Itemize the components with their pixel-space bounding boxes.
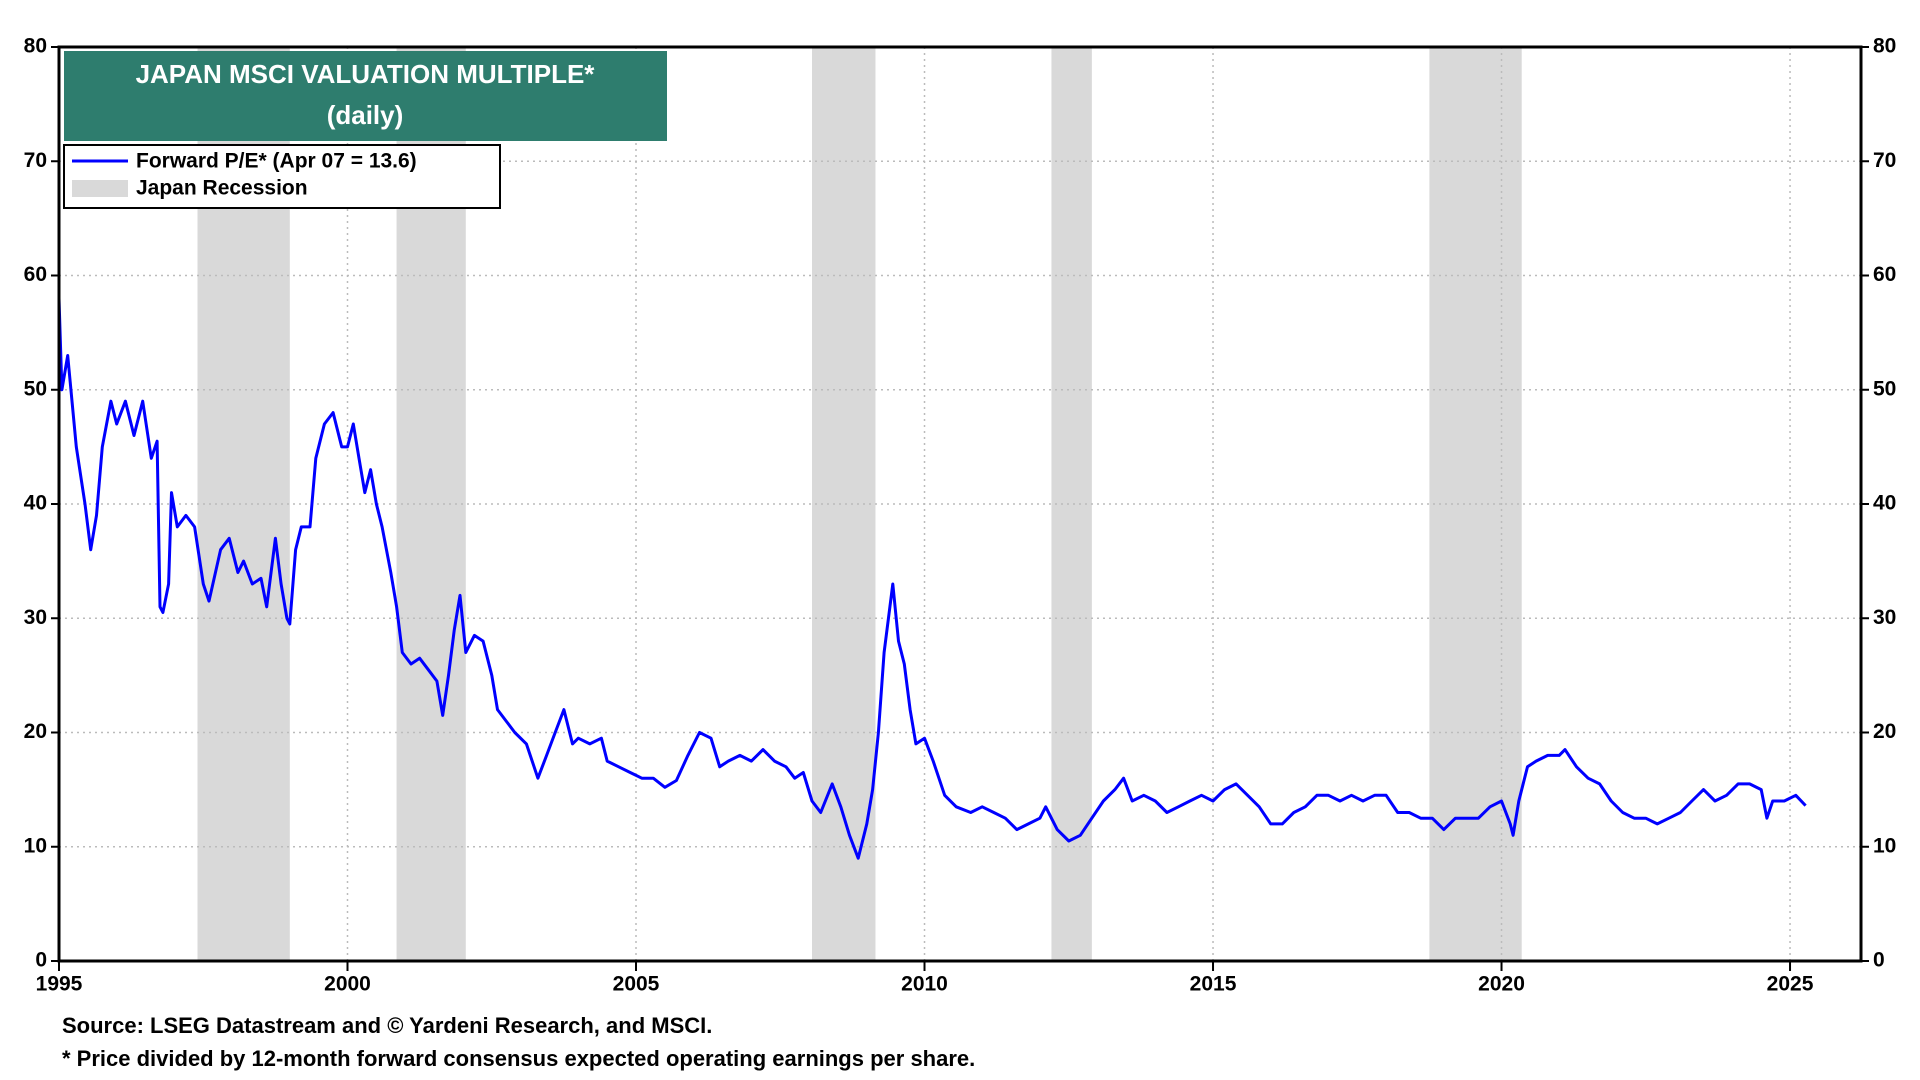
legend-box <box>63 144 501 209</box>
y2-tick-label: 20 <box>1873 720 1896 743</box>
chart-title: JAPAN MSCI VALUATION MULTIPLE* <box>136 59 596 89</box>
y2-tick-label: 0 <box>1873 949 1885 972</box>
y-tick-label: 80 <box>24 35 47 58</box>
x-tick-label: 2015 <box>1190 973 1237 996</box>
y-tick-label: 20 <box>24 720 47 743</box>
y2-tick-label: 30 <box>1873 606 1896 629</box>
x-tick-label: 2020 <box>1478 973 1525 996</box>
y-tick-label: 10 <box>24 834 47 857</box>
y-tick-label: 0 <box>35 949 47 972</box>
y2-tick-label: 60 <box>1873 263 1896 286</box>
x-tick-label: 2000 <box>324 973 371 996</box>
chart-subtitle: (daily) <box>327 100 404 130</box>
y-tick-label: 40 <box>24 492 47 515</box>
y2-tick-label: 70 <box>1873 149 1896 172</box>
footnote: * Price divided by 12-month forward cons… <box>62 1046 975 1071</box>
x-tick-label: 1995 <box>36 973 83 996</box>
x-tick-label: 2025 <box>1767 973 1814 996</box>
y2-tick-label: 40 <box>1873 492 1896 515</box>
y2-tick-label: 80 <box>1873 35 1896 58</box>
data-line <box>57 298 1807 860</box>
y-tick-label: 70 <box>24 149 47 172</box>
y2-tick-label: 10 <box>1873 834 1896 857</box>
legend-label: Japan Recession <box>136 177 308 200</box>
x-tick-label: 2005 <box>613 973 660 996</box>
y-tick-label: 60 <box>24 263 47 286</box>
y2-tick-label: 50 <box>1873 377 1896 400</box>
legend-label: Forward P/E* (Apr 07 = 13.6) <box>136 150 417 173</box>
source-note: Source: LSEG Datastream and © Yardeni Re… <box>62 1013 712 1038</box>
legend-swatch <box>72 180 128 197</box>
y-tick-label: 50 <box>24 377 47 400</box>
x-tick-label: 2010 <box>901 973 948 996</box>
title-box <box>64 51 667 141</box>
y-tick-label: 30 <box>24 606 47 629</box>
